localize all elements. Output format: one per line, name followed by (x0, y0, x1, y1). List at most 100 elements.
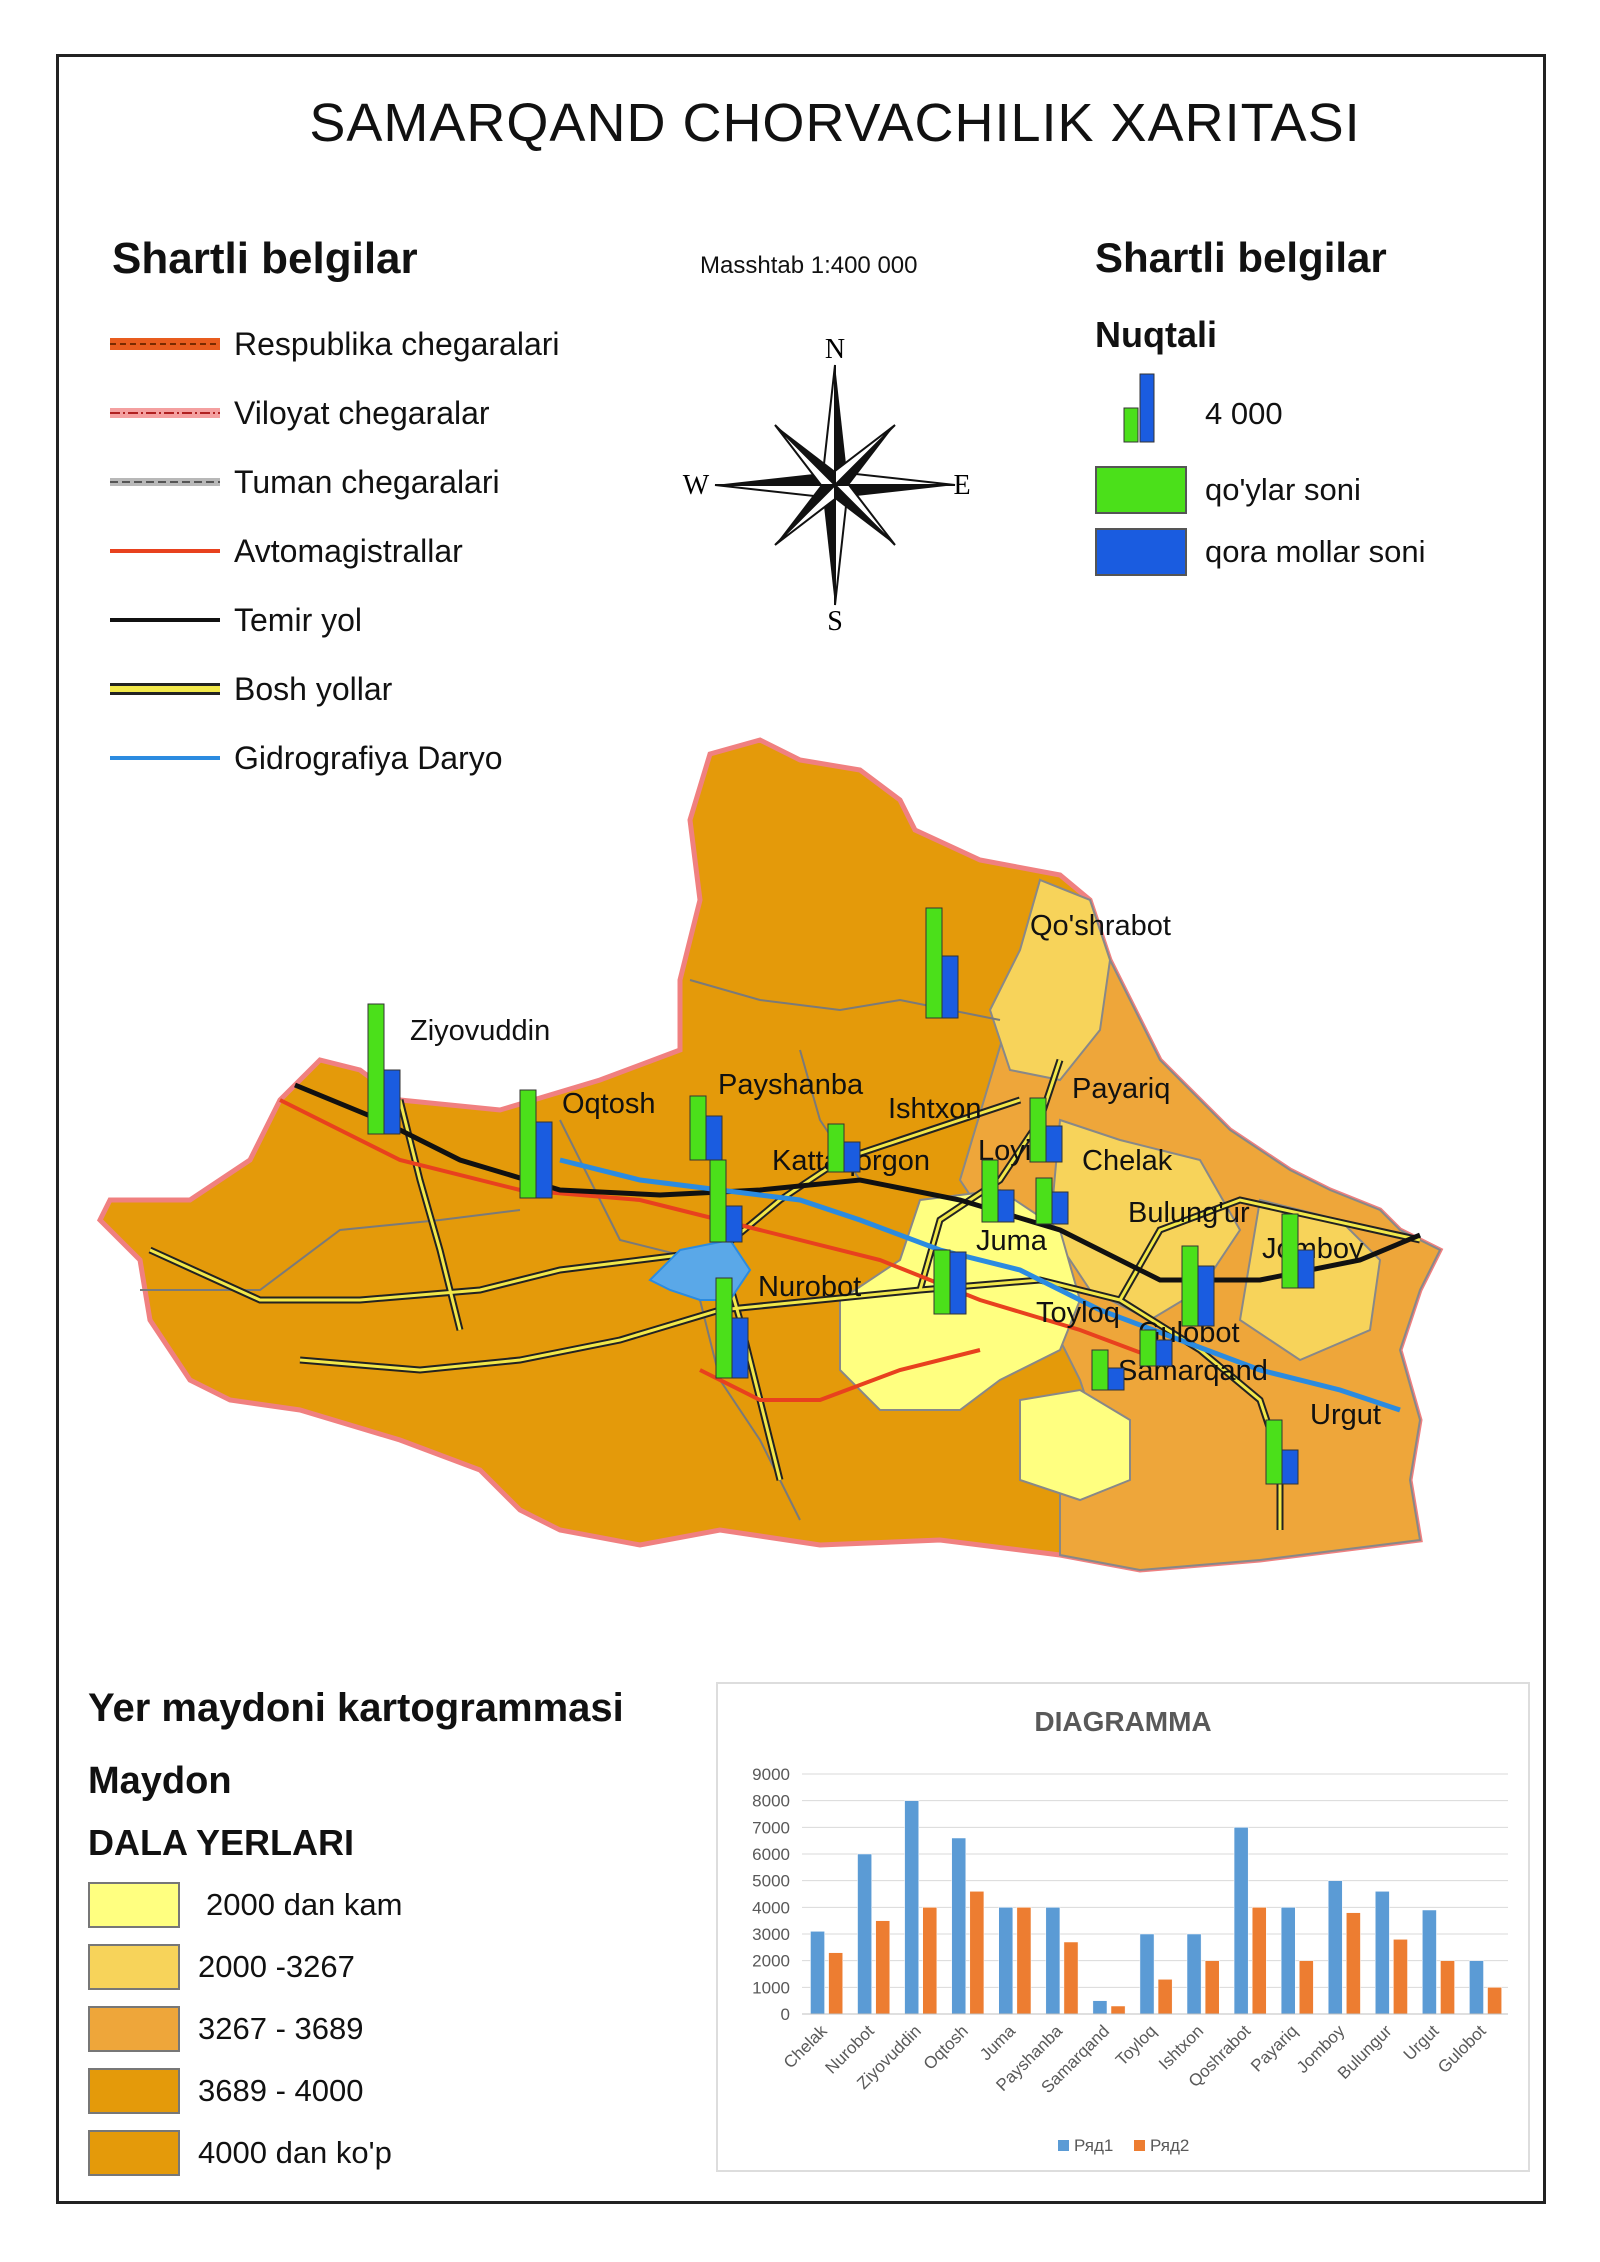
district-label: Payshanba (718, 1069, 864, 1101)
bar-1 (969, 1891, 985, 2015)
bar-0 (1092, 2000, 1108, 2015)
district-borders (140, 979, 1001, 1521)
bar-0 (998, 1907, 1014, 2015)
bar-chart: 0100020003000400050006000700080009000Che… (752, 1765, 1508, 2155)
sheep-swatch (1095, 466, 1187, 514)
class-label: 2000 dan kam (206, 1887, 403, 1922)
district-label: Oqtosh (562, 1088, 656, 1120)
class-area-under-2000 (1019, 1388, 1131, 1502)
sheep-label: qo'ylar soni (1205, 472, 1361, 507)
x-tick-label: Toyloq (1112, 2021, 1160, 2069)
left-legend-heading: Shartli belgilar (112, 234, 418, 283)
class-swatch (88, 2068, 180, 2114)
x-tick-label: Gulobot (1434, 2021, 1490, 2077)
bar-symbol-urgut (1265, 1419, 1299, 1485)
class-area-2000-3267 (988, 878, 1112, 1082)
x-tick-label: Payariq (1247, 2021, 1301, 2075)
bar-symbol-ziyovuddin (367, 1003, 401, 1135)
main-road-line-icon (110, 683, 220, 695)
river-line (559, 1157, 1401, 1413)
district-label: Urgut (1310, 1399, 1381, 1431)
legend-republic-border: Respublika chegaralari (110, 324, 560, 364)
bar-symbol-jomboy (1281, 1213, 1315, 1289)
river-line-icon (110, 756, 220, 760)
legend-label: Ряд2 (1150, 2136, 1189, 2155)
bar-0 (1280, 1907, 1296, 2015)
region-map: Qo'shrabot Ziyovuddin Oqtosh Payshanba I… (96, 737, 1444, 1573)
class-swatch (88, 1882, 180, 1928)
bar-symbol-loyish (1029, 1097, 1063, 1163)
district-label: Ziyovuddin (410, 1015, 550, 1047)
bar-symbol-icon (1123, 373, 1155, 443)
railway-line-icon (110, 618, 220, 622)
cartogram-class-row: 3267 - 3689 (88, 2006, 363, 2052)
bar-symbol-nurobot (715, 1277, 749, 1379)
legend-region-border: Viloyat chegaralar (110, 393, 490, 433)
class-swatch (88, 1944, 180, 1990)
bar-0 (810, 1931, 825, 2015)
legend-label: Temir yol (234, 601, 363, 638)
class-label: 3267 - 3689 (198, 2011, 364, 2046)
legend-label: Bosh yollar (234, 670, 393, 707)
highway-line (279, 1098, 1161, 1362)
bar-symbol-chelak (1035, 1177, 1069, 1225)
bar-1 (1346, 1912, 1361, 2015)
bar-symbol-samarqand (1091, 1349, 1125, 1391)
bar-symbol-qoshrabot (925, 907, 959, 1019)
district-label: Juma (976, 1225, 1048, 1257)
y-tick-label: 5000 (752, 1872, 790, 1891)
bar-1 (1204, 1960, 1220, 2015)
bar-1 (1440, 1960, 1455, 2015)
cartogram-class-row: 4000 dan ko'p (88, 2130, 392, 2176)
class-label: 2000 -3267 (198, 1949, 355, 1984)
bar-0 (951, 1837, 967, 2015)
district-label: Bulung'ur (1128, 1197, 1250, 1229)
bar-symbol-ishtxon (933, 1249, 967, 1315)
district-label: Nurobot (758, 1271, 861, 1303)
y-tick-label: 7000 (752, 1818, 790, 1837)
right-legend-subheading: Nuqtali (1095, 314, 1217, 355)
y-tick-label: 3000 (752, 1925, 790, 1944)
bar-1 (1157, 1979, 1173, 2015)
bar-1 (1393, 1939, 1408, 2015)
bar-symbol-nurobot-north (709, 1159, 743, 1243)
y-tick-label: 8000 (752, 1792, 790, 1811)
legend-district-border: Tuman chegaralari (110, 462, 500, 502)
cartogram-class-row: 2000 -3267 (88, 1944, 355, 1990)
class-swatch (88, 2006, 180, 2052)
bar-0 (1327, 1880, 1343, 2015)
map-frame (56, 54, 1546, 2204)
railway-line (294, 1082, 1421, 1283)
bar-symbol-oqtosh (519, 1089, 553, 1199)
class-swatch (88, 2130, 180, 2176)
map-title: SAMARQAND CHORVACHILIK XARITASI (309, 93, 1361, 153)
class-label: 4000 dan ko'p (198, 2135, 392, 2170)
x-tick-label: Oqtosh (920, 2021, 972, 2073)
livestock-bars (367, 907, 1315, 1485)
bar-0 (1045, 1907, 1061, 2015)
district-label: Qo'shrabot (1030, 910, 1171, 942)
cartogram-class-row: 3689 - 4000 (88, 2068, 363, 2114)
compass-n: N (825, 334, 845, 365)
cartogram-class-row: 2000 dan kam (88, 1882, 402, 1928)
cartogram-heading: Yer maydoni kartogrammasi (88, 1686, 624, 1730)
district-label: Ishtxon (888, 1093, 982, 1125)
legend-swatch (1058, 2140, 1069, 2151)
bar-0 (1139, 1933, 1155, 2015)
bar-0 (1469, 1960, 1484, 2015)
cartogram-sub1: Maydon (88, 1760, 232, 1802)
bar-1 (1016, 1907, 1032, 2015)
y-tick-label: 9000 (752, 1765, 790, 1784)
chart-title: DIAGRAMMA (1034, 1706, 1212, 1737)
bar-1 (1299, 1960, 1314, 2015)
y-tick-label: 4000 (752, 1898, 790, 1917)
y-tick-label: 1000 (752, 1978, 790, 1997)
cartogram-sub2: DALA YERLARI (88, 1822, 355, 1863)
legend-river: Gidrografiya Daryo (110, 738, 503, 778)
district-label: Chelak (1082, 1145, 1173, 1177)
legend-label: Ряд1 (1074, 2136, 1113, 2155)
bar-0 (1186, 1933, 1202, 2015)
symbol-value-label: 4 000 (1205, 396, 1283, 431)
legend-label: Viloyat chegaralar (234, 394, 490, 431)
compass-w: W (683, 470, 710, 501)
